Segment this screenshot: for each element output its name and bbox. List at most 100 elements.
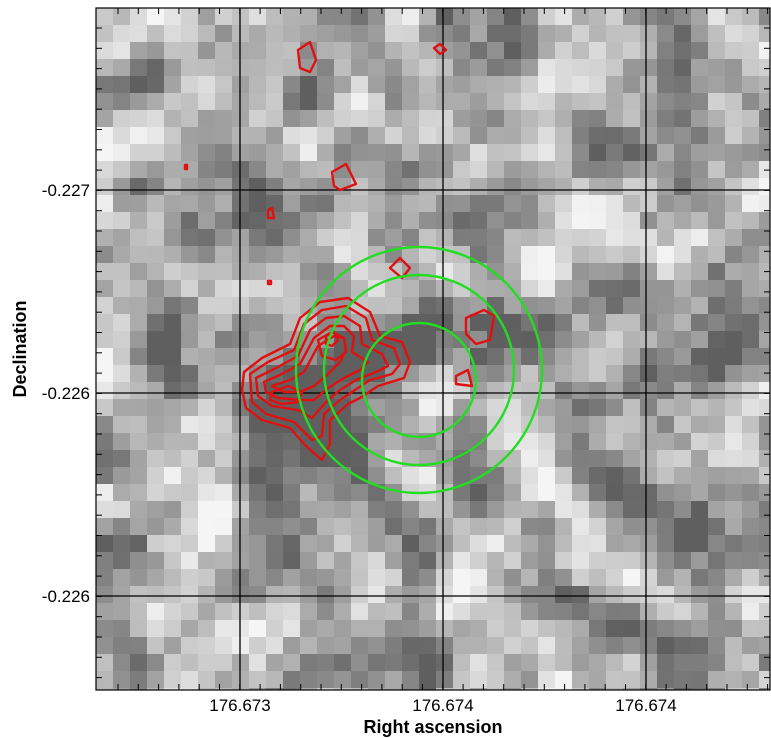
image-pixel [555,212,573,230]
image-pixel [742,331,760,349]
image-pixel [283,518,301,536]
image-pixel [215,620,233,638]
image-pixel [487,59,505,77]
image-pixel [521,59,539,77]
image-pixel [606,569,624,587]
image-pixel [266,518,284,536]
image-pixel [317,552,335,570]
image-pixel [759,518,770,536]
image-pixel [96,467,114,485]
image-pixel [198,348,216,366]
image-pixel [368,161,386,179]
image-pixel [538,484,556,502]
image-pixel [147,59,165,77]
image-pixel [555,450,573,468]
image-pixel [470,654,488,672]
image-pixel [215,297,233,315]
image-pixel [164,603,182,621]
image-pixel [385,399,403,417]
image-pixel [538,314,556,332]
image-pixel [572,382,590,400]
image-pixel [555,620,573,638]
image-pixel [402,518,420,536]
image-pixel [623,229,641,247]
aperture-circle [360,321,478,439]
image-pixel [368,93,386,111]
image-pixel [691,42,709,60]
image-pixel [436,144,454,162]
image-pixel [419,348,437,366]
image-pixel [164,569,182,587]
image-pixel [96,603,114,621]
image-pixel [317,161,335,179]
image-pixel [266,178,284,196]
image-pixel [266,603,284,621]
image-pixel [589,93,607,111]
image-pixel [334,518,352,536]
image-pixel [198,433,216,451]
image-pixel [623,76,641,94]
image-pixel [181,8,199,26]
image-pixel [198,161,216,179]
image-pixel [708,382,726,400]
image-pixel [96,8,114,26]
image-pixel [606,8,624,26]
image-pixel [657,484,675,502]
image-pixel [402,25,420,43]
image-pixel [113,399,131,417]
image-pixel [232,25,250,43]
image-pixel [164,195,182,213]
image-pixel [589,110,607,128]
image-pixel [164,93,182,111]
image-pixel [708,93,726,111]
image-pixel [453,671,471,689]
image-pixel [198,586,216,604]
image-pixel [96,382,114,400]
image-pixel [147,484,165,502]
image-pixel [759,93,770,111]
image-pixel [419,76,437,94]
image-pixel [113,331,131,349]
image-pixel [674,59,692,77]
image-pixel [402,246,420,264]
image-pixel [317,263,335,281]
image-pixel [181,59,199,77]
image-pixel [249,637,267,655]
image-pixel [572,365,590,383]
image-pixel [283,654,301,672]
image-pixel [640,297,658,315]
image-pixel [521,263,539,281]
image-pixel [538,8,556,26]
image-pixel [266,263,284,281]
image-pixel [147,637,165,655]
image-pixel [249,246,267,264]
image-pixel [691,59,709,77]
image-pixel [232,297,250,315]
image-pixel [368,603,386,621]
image-pixel [504,518,522,536]
image-pixel [487,348,505,366]
image-pixel [215,450,233,468]
image-pixel [725,331,743,349]
image-pixel [453,8,471,26]
image-pixel [555,399,573,417]
image-pixel [436,586,454,604]
image-pixel [436,127,454,145]
image-pixel [96,280,114,298]
image-pixel [266,25,284,43]
image-pixel [555,161,573,179]
image-pixel [113,518,131,536]
image-pixel [657,110,675,128]
image-pixel [317,25,335,43]
image-pixel [742,518,760,536]
image-pixel [657,25,675,43]
image-pixel [555,637,573,655]
image-pixel [674,42,692,60]
image-pixel [691,620,709,638]
contour-line [266,206,276,220]
image-pixel [657,433,675,451]
image-pixel [419,416,437,434]
image-pixel [691,161,709,179]
image-pixel [623,144,641,162]
image-pixel [113,263,131,281]
